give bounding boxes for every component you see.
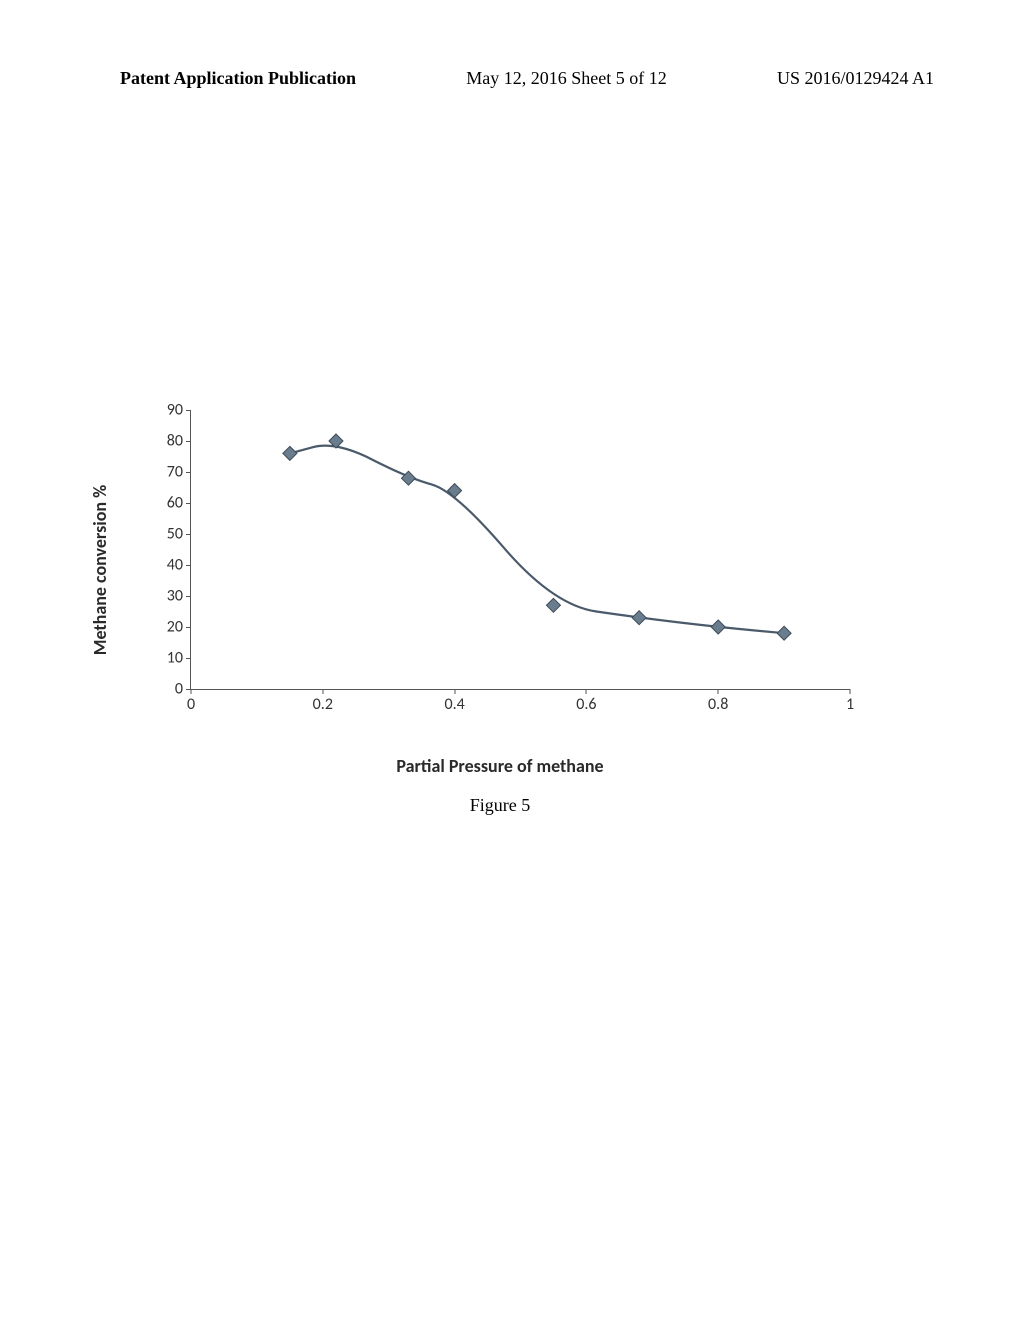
data-line [290, 446, 784, 634]
figure-5: Methane conversion % 0102030405060708090… [120, 410, 880, 800]
y-tick-mark [186, 441, 191, 442]
x-tick-mark [454, 689, 455, 694]
header-left: Patent Application Publication [120, 68, 356, 89]
header-right: US 2016/0129424 A1 [777, 68, 934, 89]
chart-svg [191, 410, 850, 689]
header-center: May 12, 2016 Sheet 5 of 12 [466, 68, 666, 89]
y-tick-mark [186, 627, 191, 628]
figure-caption: Figure 5 [120, 795, 880, 816]
y-axis-label: Methane conversion % [89, 485, 111, 656]
x-tick-mark [322, 689, 323, 694]
y-tick-mark [186, 472, 191, 473]
x-tick-mark [586, 689, 587, 694]
data-marker [711, 620, 725, 634]
data-marker [448, 484, 462, 498]
data-marker [632, 611, 646, 625]
y-tick-mark [186, 503, 191, 504]
y-tick-mark [186, 658, 191, 659]
y-tick-mark [186, 565, 191, 566]
chart-container: Methane conversion % 0102030405060708090… [120, 410, 880, 730]
y-tick-mark [186, 534, 191, 535]
plot-area: 010203040506070809000.20.40.60.81 [190, 410, 850, 690]
x-tick-mark [850, 689, 851, 694]
y-tick-mark [186, 410, 191, 411]
x-axis-label: Partial Pressure of methane [120, 755, 880, 777]
data-marker [546, 598, 560, 612]
x-tick-mark [191, 689, 192, 694]
data-marker [283, 446, 297, 460]
data-marker [777, 626, 791, 640]
x-tick-mark [718, 689, 719, 694]
page-header: Patent Application Publication May 12, 2… [0, 68, 1024, 89]
y-tick-mark [186, 596, 191, 597]
